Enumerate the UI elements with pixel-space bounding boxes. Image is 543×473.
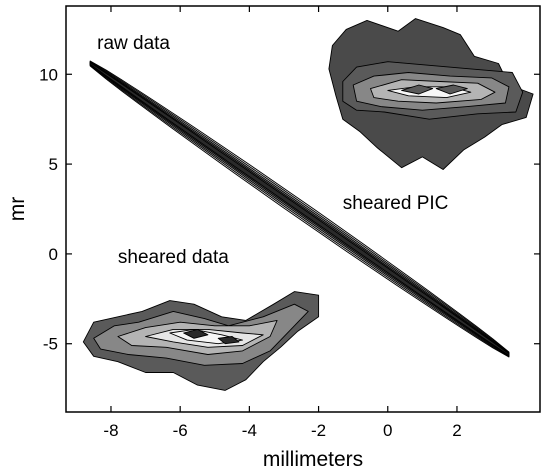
x-tick-label: -6 [173, 421, 188, 440]
x-tick-label: -8 [103, 421, 118, 440]
sheared-data-contour-core [183, 328, 209, 339]
tick-labels: -8 -6 -4 -2 0 2 -5 0 5 10 [39, 65, 462, 440]
y-tick-label: 0 [49, 245, 58, 264]
sheared-pic-contour-core [435, 84, 468, 95]
y-tick-label: -5 [43, 335, 58, 354]
y-tick-label: 10 [39, 65, 58, 84]
axis-ticks [66, 6, 540, 412]
x-axis-title: millimeters [263, 448, 363, 471]
annotation-raw-data: raw data [97, 33, 170, 54]
x-tick-label: -4 [242, 421, 257, 440]
raw-data-contour-level [89, 62, 510, 356]
contour-fills [82, 18, 534, 391]
annotation-sheared-data: sheared data [118, 247, 229, 268]
sheared-data-contour-core [217, 336, 240, 345]
annotation-sheared-pic: sheared PIC [343, 193, 449, 214]
x-tick-label: -2 [311, 421, 326, 440]
x-tick-label: 0 [383, 421, 392, 440]
y-tick-label: 5 [49, 155, 58, 174]
y-axis-title: mr [6, 197, 29, 222]
x-tick-label: 2 [452, 421, 461, 440]
sheared-pic-contour-core [401, 84, 434, 95]
plot-frame [65, 5, 541, 413]
